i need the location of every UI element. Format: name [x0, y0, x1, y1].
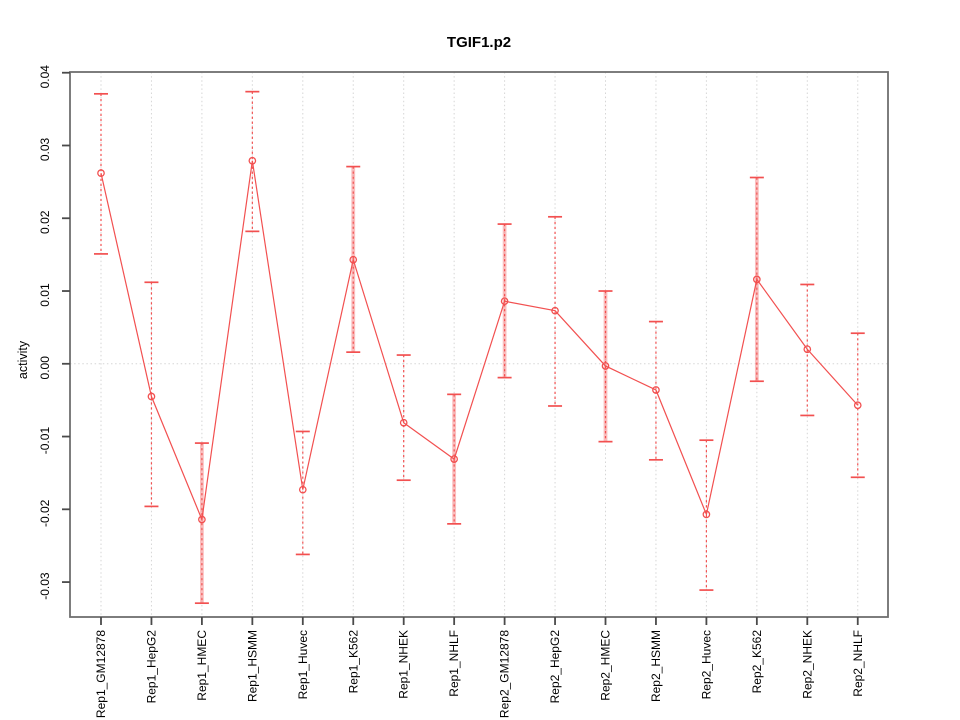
plot-area: 0.04 0.03 0.02 0.01 0.00 -0.01 -0.02 -0.03 Rep1_… [38, 65, 889, 718]
chart-title: TGIF1.p2 [447, 34, 511, 51]
x-tick-label: Rep2_HMEC [599, 630, 613, 701]
data-point [601, 362, 610, 370]
x-tick-label: Rep1_NHLF [447, 630, 461, 697]
data-point [652, 386, 660, 394]
x-tick-label: Rep1_K562 [346, 630, 360, 694]
data-point [198, 515, 206, 524]
x-tick-label: Rep1_NHEK [397, 630, 411, 699]
y-tick-label: 0.00 [38, 356, 52, 380]
data-point [147, 392, 156, 401]
y-axis-label: activity [16, 340, 30, 379]
data-point [248, 156, 257, 165]
x-tick-label: Rep1_HepG2 [144, 630, 158, 704]
plot-border-box [69, 71, 889, 618]
data-point [97, 169, 105, 177]
data-point [349, 255, 358, 264]
data-point [803, 345, 812, 354]
x-tick-label: Rep2_GM12878 [498, 630, 512, 718]
x-tick-label: Rep2_Huvec [699, 630, 713, 699]
x-tick-label: Rep1_GM12878 [94, 630, 108, 718]
x-tick-label: Rep2_HepG2 [548, 630, 562, 704]
x-tick-label: Rep1_HMEC [195, 630, 209, 701]
data-point [853, 401, 862, 410]
data-point [752, 275, 761, 284]
data-point [551, 306, 559, 315]
y-tick-label: 0.02 [38, 210, 52, 234]
data-point [450, 455, 458, 463]
y-tick-label: -0.01 [38, 427, 52, 455]
x-tick-label: Rep2_NHLF [851, 630, 865, 697]
x-tick-label: Rep2_HSMM [649, 630, 663, 702]
x-tick-label: Rep1_HSMM [245, 630, 259, 702]
y-tick-label: -0.02 [38, 499, 52, 527]
data-point [702, 510, 711, 519]
x-tick-label: Rep2_NHEK [800, 630, 814, 699]
data-point [399, 418, 408, 427]
y-tick-label: 0.01 [38, 283, 52, 307]
data-point [500, 297, 509, 306]
y-tick-label: 0.03 [38, 137, 52, 161]
y-tick-label: -0.03 [38, 572, 52, 600]
y-tick-label: 0.04 [38, 65, 52, 89]
x-tick-label: Rep1_Huvec [296, 630, 310, 699]
data-point [298, 485, 307, 494]
x-tick-label: Rep2_K562 [750, 630, 764, 694]
series-line [100, 160, 859, 522]
